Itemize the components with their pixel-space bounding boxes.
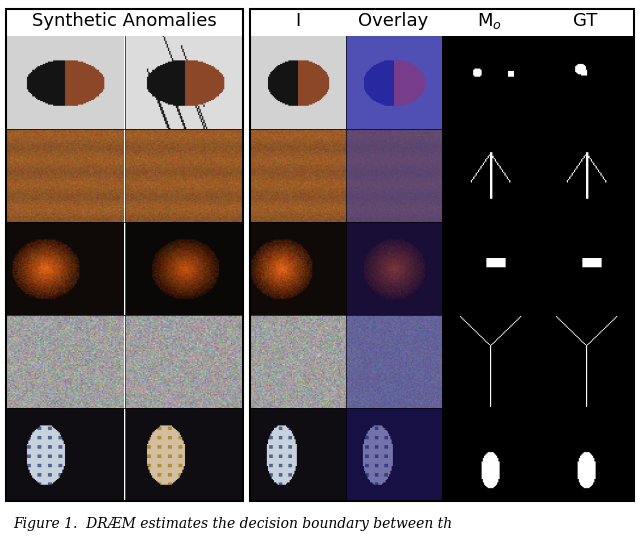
Text: Figure 1.  DRÆM estimates the decision boundary between th: Figure 1. DRÆM estimates the decision bo… xyxy=(13,517,452,531)
Bar xyxy=(250,9,634,501)
Text: Overlay: Overlay xyxy=(358,13,429,30)
Bar xyxy=(6,9,243,501)
Text: GT: GT xyxy=(573,13,598,30)
Text: Synthetic Anomalies: Synthetic Anomalies xyxy=(33,13,217,30)
Text: I: I xyxy=(295,13,300,30)
Text: M$_o$: M$_o$ xyxy=(477,11,502,31)
